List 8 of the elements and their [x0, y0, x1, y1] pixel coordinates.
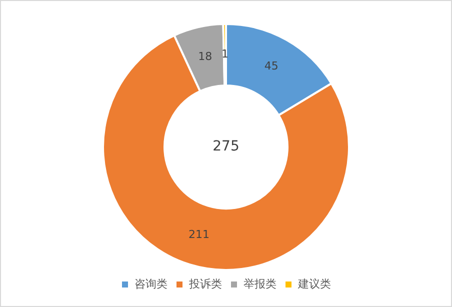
data-label: 45	[264, 60, 278, 73]
legend-label: 投诉类	[188, 277, 222, 290]
text: 275	[212, 138, 240, 155]
legend-label: 举报类	[244, 277, 276, 290]
data-label: 18	[198, 50, 212, 64]
data-label: 211	[188, 228, 210, 242]
legend-label: 建议类	[297, 277, 331, 290]
legend-label: 咨询类	[134, 277, 168, 290]
